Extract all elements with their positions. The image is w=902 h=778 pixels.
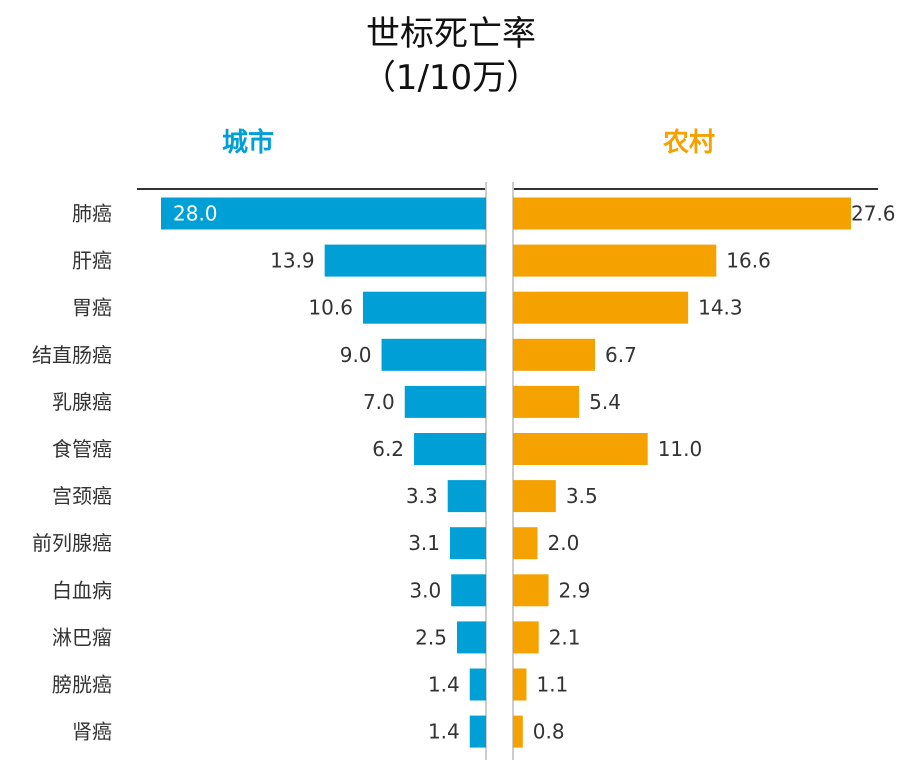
bar-urban <box>414 433 486 465</box>
category-label: 肺癌 <box>72 202 112 226</box>
category-label: 白血病 <box>52 578 112 602</box>
bar-rural <box>513 338 596 371</box>
bar-urban <box>469 715 486 748</box>
category-label: 淋巴瘤 <box>52 625 112 649</box>
data-label-urban: 3.0 <box>409 578 441 602</box>
series-label-rural: 农村 <box>663 128 716 158</box>
bar-rural <box>513 244 717 277</box>
chart-title: 世标死亡率 （1/10万） <box>0 12 902 100</box>
data-label-rural: 2.1 <box>549 625 581 649</box>
bar-urban <box>381 338 486 371</box>
data-label-urban: 28.0 <box>173 202 218 226</box>
data-label-rural: 5.4 <box>589 390 621 414</box>
bar-urban <box>456 621 486 654</box>
bar-rural <box>513 668 527 701</box>
data-label-rural: 1.1 <box>536 673 568 697</box>
data-label-rural: 16.6 <box>726 249 771 273</box>
category-label: 肾癌 <box>72 720 112 744</box>
bar-urban <box>404 385 486 418</box>
category-label: 食管癌 <box>52 437 112 461</box>
data-label-urban: 9.0 <box>340 343 372 367</box>
bar-rural <box>513 715 523 748</box>
data-label-urban: 1.4 <box>428 720 460 744</box>
data-label-urban: 7.0 <box>363 390 395 414</box>
category-label: 结直肠癌 <box>32 343 112 367</box>
category-label: 乳腺癌 <box>52 390 112 414</box>
title-line-1: 世标死亡率 <box>366 14 536 54</box>
category-label: 肝癌 <box>72 249 112 273</box>
bar-urban <box>324 244 486 277</box>
bar-urban <box>469 668 486 701</box>
data-label-rural: 2.9 <box>559 578 591 602</box>
series-label-urban: 城市 <box>222 128 275 158</box>
category-label: 宫颈癌 <box>52 484 112 508</box>
bar-rural <box>513 197 851 230</box>
data-label-rural: 2.0 <box>547 531 579 555</box>
data-label-urban: 13.9 <box>270 249 315 273</box>
category-label: 膀胱癌 <box>52 673 112 697</box>
data-label-rural: 3.5 <box>566 484 598 508</box>
bar-rural <box>513 621 539 654</box>
bar-urban <box>450 527 486 560</box>
data-label-urban: 10.6 <box>308 296 353 320</box>
data-label-rural: 0.8 <box>533 720 565 744</box>
bar-rural <box>513 385 580 418</box>
data-label-rural: 11.0 <box>658 437 703 461</box>
data-label-urban: 2.5 <box>415 625 447 649</box>
bar-urban <box>447 480 486 513</box>
data-label-urban: 6.2 <box>372 437 404 461</box>
data-label-rural: 6.7 <box>605 343 637 367</box>
data-label-urban: 1.4 <box>428 673 460 697</box>
category-label: 胃癌 <box>72 296 112 320</box>
data-label-rural: 14.3 <box>698 296 743 320</box>
bar-rural <box>513 291 689 324</box>
bar-rural <box>513 480 556 513</box>
bar-urban <box>451 574 486 607</box>
bar-rural <box>513 527 538 560</box>
bar-rural <box>513 433 648 465</box>
data-label-urban: 3.1 <box>408 531 440 555</box>
category-label: 前列腺癌 <box>32 531 112 555</box>
bar-urban <box>161 197 486 230</box>
bar-urban <box>362 291 486 324</box>
bar-rural <box>513 574 549 607</box>
title-line-2: （1/10万） <box>361 58 541 98</box>
data-label-rural: 27.6 <box>851 202 896 226</box>
data-label-urban: 3.3 <box>406 484 438 508</box>
